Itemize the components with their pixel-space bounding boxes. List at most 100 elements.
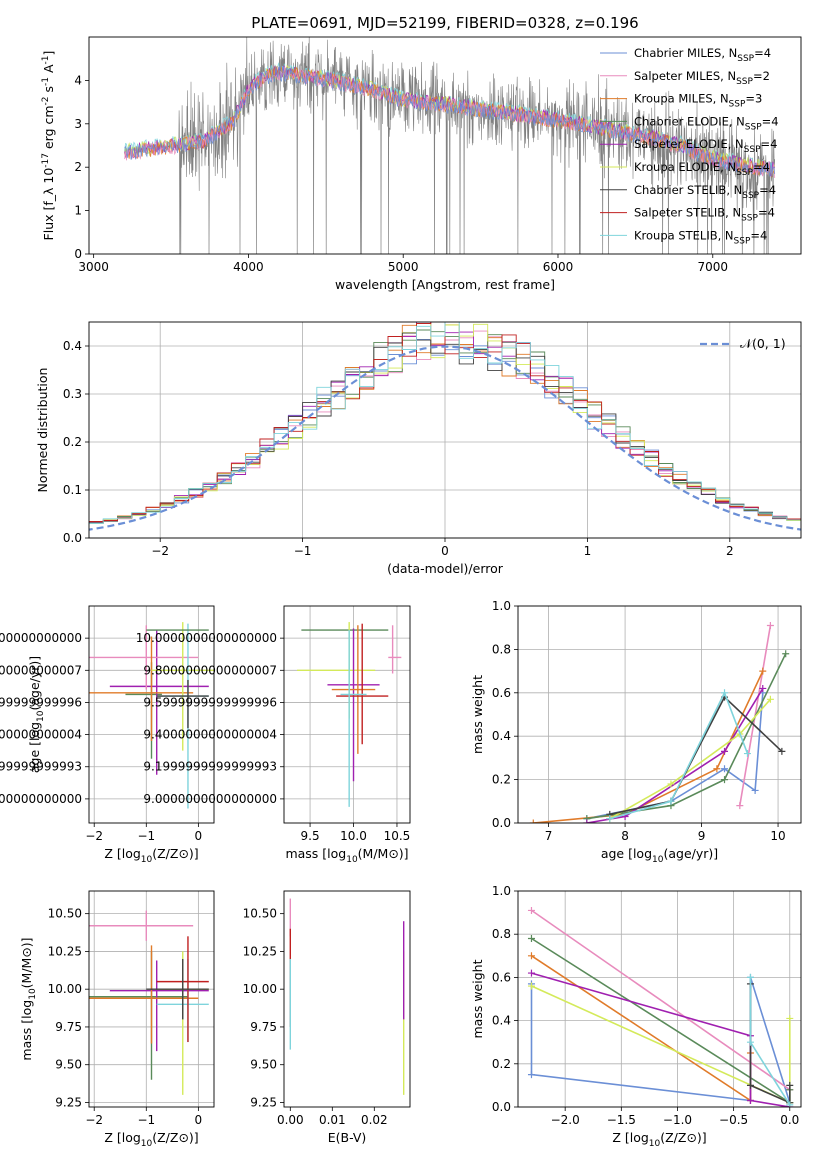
mass-weight-marker [736,802,744,810]
error-point-3 [89,625,199,690]
y-axis-label: mass weight [470,675,485,754]
mass-weight-marker [527,982,535,990]
x-tick-label: 9 [698,829,706,843]
mass-weight-marker [782,650,790,658]
x-tick-label: 0.0 [780,1113,799,1127]
legend-entry: Chabrier MILES, NSSP​=4 [634,46,771,64]
y-tick-label: 0.2 [492,1057,511,1071]
y-tick-label: 0.2 [63,435,82,449]
panel-7: 0.00 0.01 0.02 9.25 9.50 9.75 10.00 10.25 10.50 E… [243,890,411,1145]
y-tick-label: 9.25 [55,1095,82,1109]
axes-frame [517,605,802,824]
axes-frame [88,36,802,255]
residual-histogram-8 [89,322,801,524]
mass-weight-marker [746,973,754,981]
axes-frame [517,890,802,1108]
y-tick-label: 9.25 [250,1095,277,1109]
x-tick-label: 10 [770,829,785,843]
y-tick-label: 0.2 [492,773,511,787]
y-tick-label: 9.8000000000000007 [0,663,82,677]
legend-entry: Salpeter STELIB, NSSP​=4 [634,206,775,224]
mass-weight-marker [529,819,537,823]
error-point-4 [89,945,199,1044]
legend-entry: Chabrier STELIB, NSSP​=4 [634,183,776,201]
panel-8: −2.0 −1.5 −1.0 −0.5 0.0 0.0 0.2 0.4 0.6 0.8 1.0 Z [… [470,884,802,1149]
y-tick-label: 10.0000000000000000 [0,631,82,645]
y-tick-label: 9.4000000000000004 [0,728,82,742]
y-axis-label: mass [log10​(M/M⊙)] [19,937,38,1060]
y-tick-label: 9.75 [250,1020,277,1034]
panel-3: −2 −1 0 9.0000000000000000 9.199999999999999… [0,605,215,865]
x-tick-label: −1.5 [607,1113,636,1127]
y-tick-label: 9.50 [55,1058,82,1072]
model-spectrum-0 [124,65,776,177]
mass-weight-line-2 [531,909,791,1091]
plot-area [89,622,214,809]
y-tick-label: 0 [74,247,82,261]
y-tick-label: 10.25 [243,944,277,958]
mass-weight-marker [721,689,729,697]
y-tick-label: 2 [74,160,82,174]
plot-area [529,622,790,823]
error-point-2 [109,630,209,775]
y-tick-label: 0.3 [63,387,82,401]
y-axis-label: mass weight [470,959,485,1038]
x-tick-label: 7000 [698,260,729,274]
x-tick-label: −2 [151,544,169,558]
y-tick-label: 9.0000000000000000 [0,792,82,806]
mass-weight-line-5 [586,688,764,823]
axes-frame [283,605,411,824]
x-axis-label: (data-model)/error [387,561,504,576]
mass-weight-marker [583,819,591,823]
y-tick-label: 0.8 [492,927,511,941]
y-tick-label: 9.8000000000000007 [143,663,277,677]
legend: Chabrier MILES, NSSP​=4 Salpeter MILES, N… [600,46,779,246]
y-tick-label: 0.4 [492,1014,511,1028]
y-tick-label: 10.25 [48,944,82,958]
y-tick-label: 3 [74,117,82,131]
chart-title: PLATE=0691, MJD=52199, FIBERID=0328, z=0… [251,14,638,32]
y-tick-label: 10.50 [48,907,82,921]
x-tick-label: −1 [137,829,155,843]
mass-weight-marker [786,1101,794,1107]
error-point-4 [89,636,194,742]
legend-entry: Kroupa ELODIE, NSSP​=4 [634,160,770,178]
panel-4: 9.5 10.0 10.5 9.0000000000000000 9.199999999… [136,605,411,865]
x-tick-label: −1 [294,544,312,558]
mass-weight-marker [759,684,767,692]
axes-frame [88,321,802,539]
legend-normal: 𝒩(0, 1) [700,336,786,351]
mass-weight-marker [721,765,729,773]
y-tick-label: 10.00 [243,982,277,996]
y-tick-label: 0.0 [492,816,511,830]
panel-2: −2 −1 0 1 2 0.0 0.1 0.2 0.3 0.4 (data-model)/error… [35,321,802,576]
x-tick-label: 3000 [78,260,109,274]
plot-area [89,322,801,531]
plot-area [289,898,405,1095]
mass-weight-marker [751,786,759,794]
y-tick-label: 1.0 [492,884,511,898]
x-tick-label: −2.0 [551,1113,580,1127]
error-point-2 [89,951,188,1080]
x-tick-label: −1 [137,1113,155,1127]
panel-5: 7 8 9 10 0.0 0.2 0.4 0.6 0.8 1.0 age [log10​(age/y… [470,599,802,865]
error-point-8 [156,679,209,729]
y-tick-label: 9.0000000000000000 [143,792,277,806]
mass-weight-marker [778,747,786,755]
mass-weight-marker [786,1014,794,1022]
x-tick-label: 0 [195,1113,203,1127]
mass-weight-marker [721,747,729,755]
y-tick-label: 9.75 [55,1020,82,1034]
y-tick-label: 0.6 [492,970,511,984]
mass-weight-line-8 [609,690,749,820]
mass-weight-marker [527,952,535,960]
x-axis-label: Z [log10​(Z/Z⊙)] [104,1130,198,1149]
legend-entry: 𝒩(0, 1) [740,336,786,351]
mass-weight-marker [746,1038,754,1046]
mass-weight-line-7 [609,695,783,816]
plot-area [297,622,402,807]
x-tick-label: 0.00 [277,1113,304,1127]
y-tick-label: 1 [74,204,82,218]
panel-1: 3000 4000 5000 6000 7000 0 1 2 3 4 wavelength [Ang… [41,36,802,292]
x-tick-label: 9.5 [301,829,320,843]
